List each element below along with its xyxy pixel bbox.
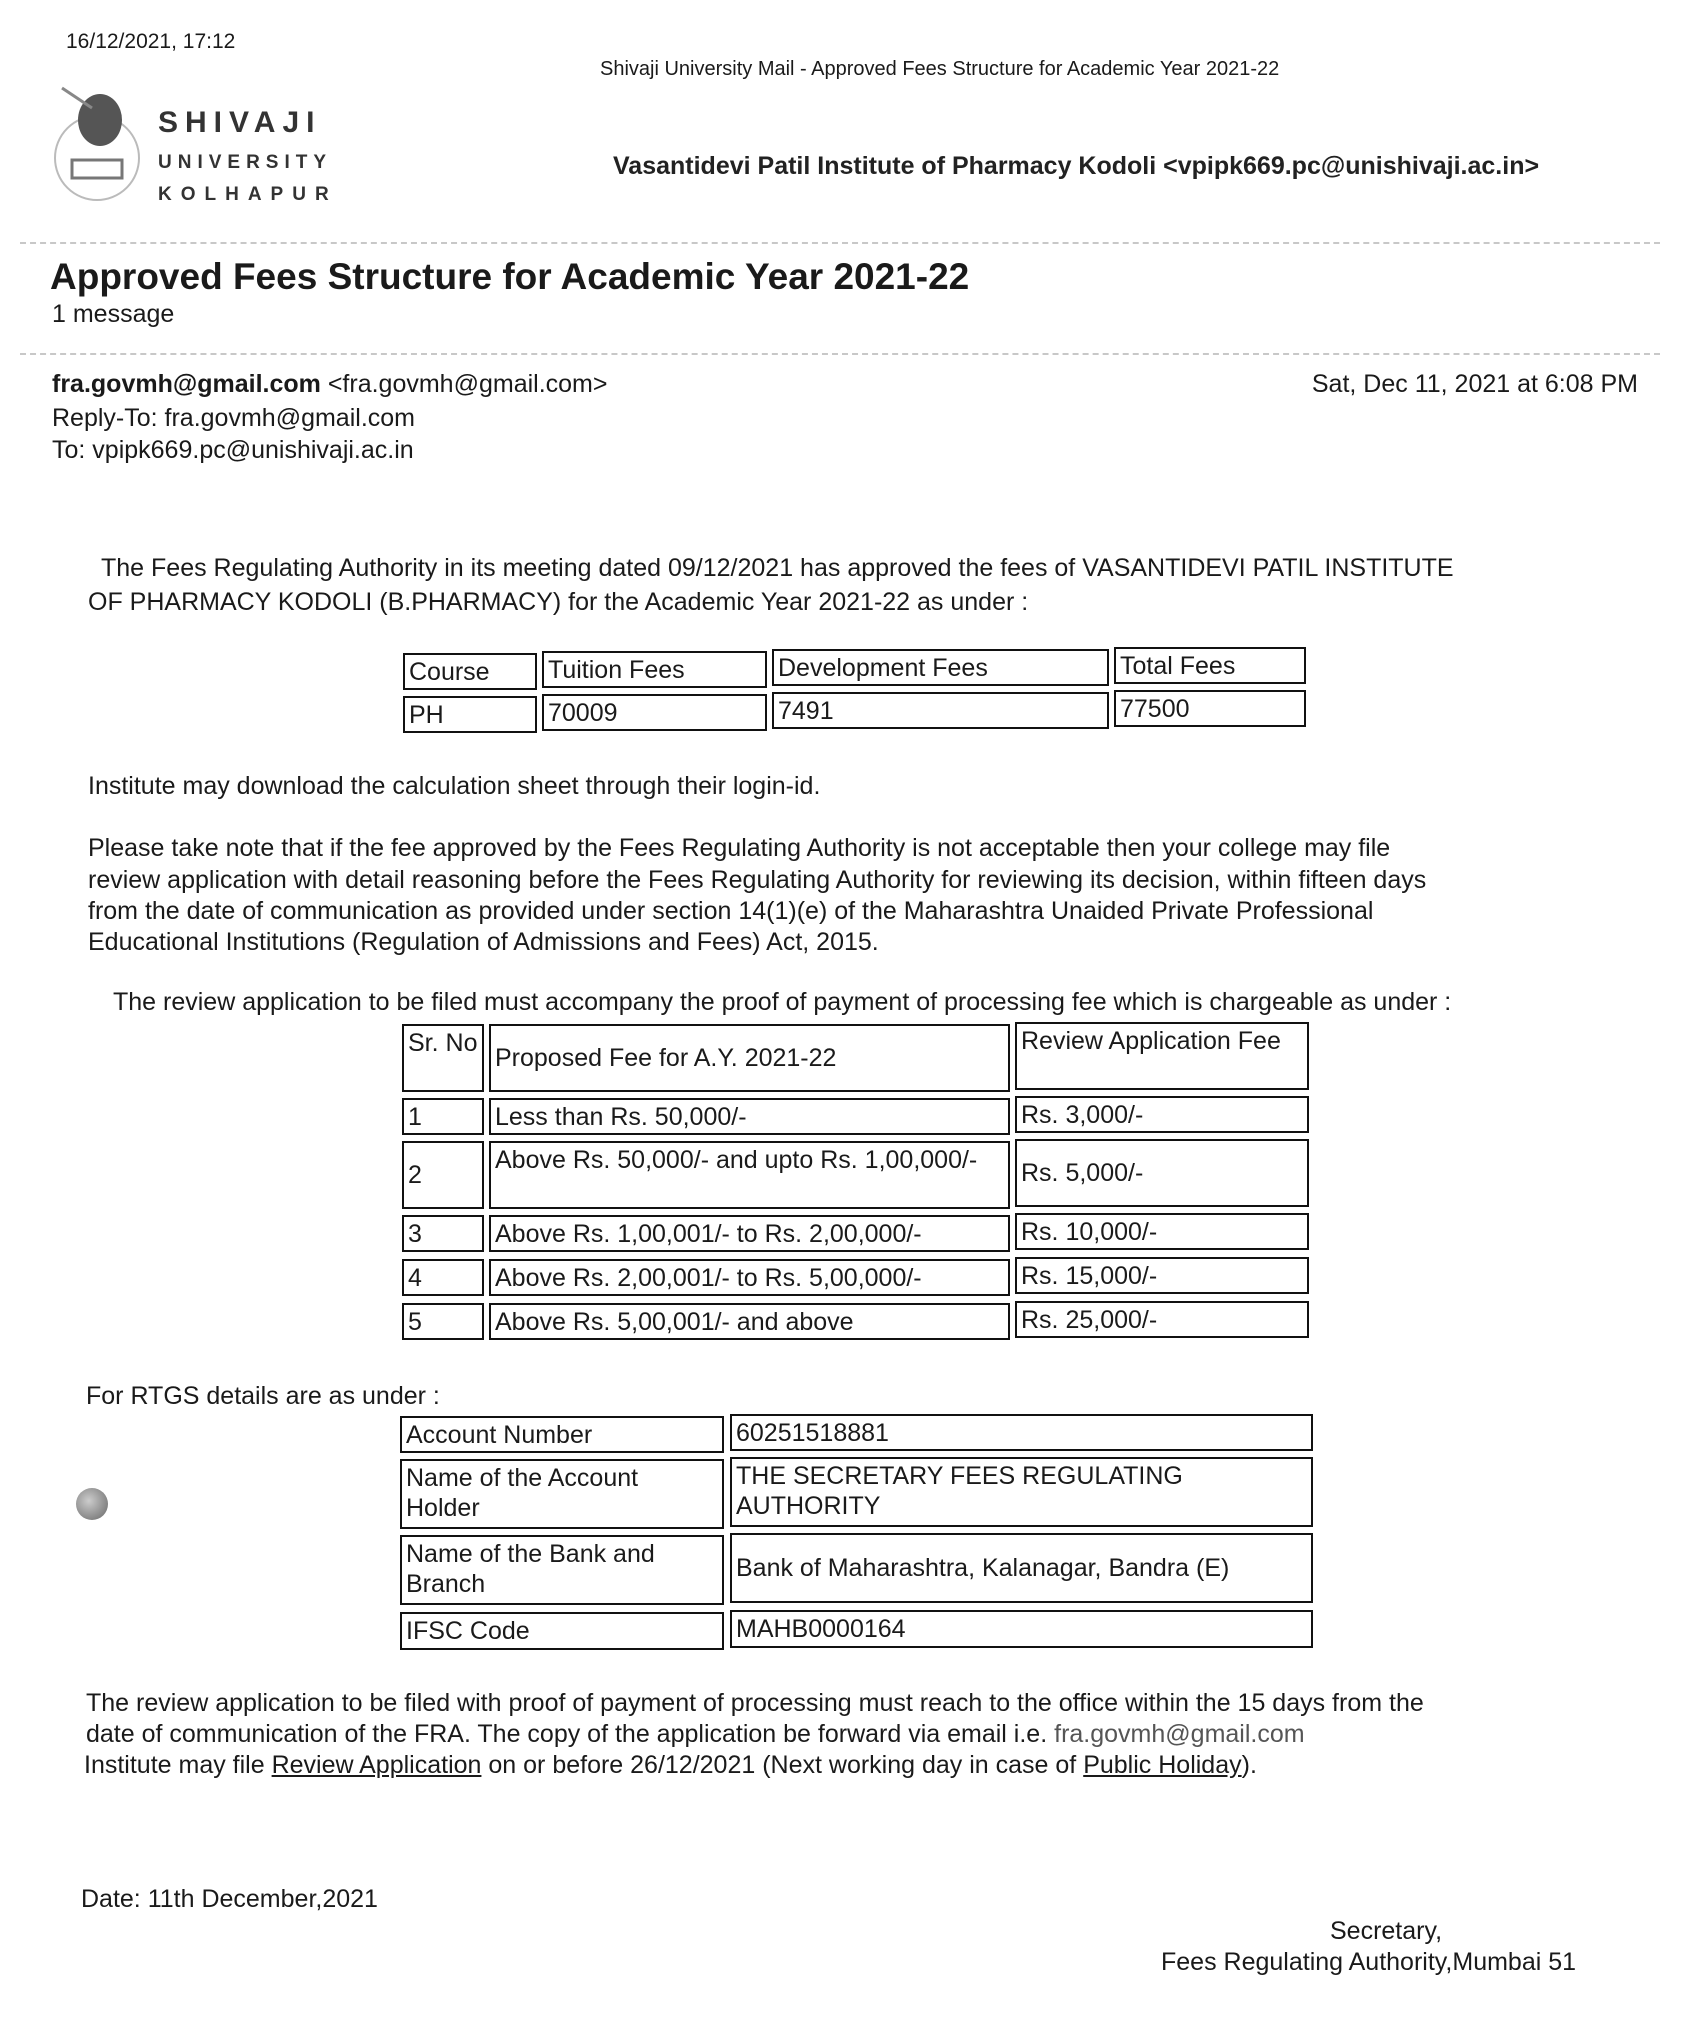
- sender-address: <fra.govmh@gmail.com>: [327, 370, 608, 398]
- reply-to: Reply-To: fra.govmh@gmail.com: [52, 404, 415, 432]
- university-logo: SHIVAJI UNIVERSITY KOLHAPUR: [42, 78, 352, 213]
- review-sr: 2: [402, 1141, 484, 1209]
- review-range: Less than Rs. 50,000/-: [489, 1098, 1010, 1135]
- rtgs-label: Name of the Account Holder: [400, 1459, 724, 1529]
- signatory-organisation: Fees Regulating Authority,Mumbai 51: [1161, 1948, 1577, 1976]
- rtgs-value: THE SECRETARY FEES REGULATING AUTHORITY: [730, 1457, 1313, 1527]
- rtgs-value: MAHB0000164: [730, 1610, 1313, 1648]
- hole-punch-mark: [76, 1488, 108, 1520]
- print-datetime: 16/12/2021, 17:12: [66, 30, 236, 53]
- review-application-link[interactable]: Review Application: [271, 1751, 482, 1779]
- letter-date: Date: 11th December,2021: [81, 1885, 378, 1913]
- rtgs-value: 60251518881: [730, 1414, 1313, 1451]
- public-holiday-link[interactable]: Public Holiday: [1083, 1751, 1242, 1779]
- para2-line4: Educational Institutions (Regulation of …: [88, 928, 879, 956]
- review-header-fee: Review Application Fee: [1015, 1022, 1309, 1090]
- download-note: Institute may download the calculation s…: [88, 772, 821, 800]
- review-range: Above Rs. 2,00,001/- to Rs. 5,00,000/-: [489, 1259, 1010, 1296]
- university-seal-icon: [54, 86, 140, 201]
- logo-line1: SHIVAJI: [158, 106, 322, 139]
- review-header-srno: Sr. No: [402, 1024, 484, 1092]
- para2-line2: review application with detail reasoning…: [88, 866, 1427, 894]
- review-fee: Rs. 10,000/-: [1015, 1213, 1309, 1250]
- sender: fra.govmh@gmail.com <fra.govmh@gmail.com…: [52, 370, 607, 399]
- fees-header-total: Total Fees: [1114, 647, 1306, 684]
- review-sr: 4: [402, 1259, 484, 1296]
- rtgs-intro: For RTGS details are as under :: [86, 1382, 440, 1410]
- fra-email-link[interactable]: fra.govmh@gmail.com: [1054, 1720, 1305, 1748]
- review-range: Above Rs. 50,000/- and upto Rs. 1,00,000…: [489, 1141, 1010, 1209]
- fees-header-course: Course: [403, 653, 537, 690]
- review-fee: Rs. 25,000/-: [1015, 1301, 1309, 1338]
- review-fee: Rs. 3,000/-: [1015, 1096, 1309, 1133]
- review-range: Above Rs. 5,00,001/- and above: [489, 1303, 1010, 1340]
- final-line2: date of communication of the FRA. The co…: [86, 1720, 1305, 1749]
- fees-course: PH: [403, 696, 537, 733]
- email-date: Sat, Dec 11, 2021 at 6:08 PM: [1311, 370, 1638, 398]
- logo-line2: UNIVERSITY: [158, 152, 333, 173]
- review-fee: Rs. 15,000/-: [1015, 1257, 1309, 1294]
- fees-development: 7491: [772, 692, 1109, 729]
- message-count: 1 message: [52, 300, 175, 328]
- fees-header-tuition: Tuition Fees: [542, 651, 767, 688]
- divider: [20, 353, 1660, 355]
- final-line3-text: ).: [1241, 1751, 1257, 1779]
- logo-line3: KOLHAPUR: [158, 184, 338, 205]
- para2-line3: from the date of communication as provid…: [88, 897, 1374, 925]
- email-subject: Approved Fees Structure for Academic Yea…: [50, 256, 970, 297]
- rtgs-label: IFSC Code: [400, 1612, 724, 1650]
- fees-header-development: Development Fees: [772, 649, 1109, 686]
- review-fee: Rs. 5,000/-: [1015, 1139, 1309, 1207]
- rtgs-value: Bank of Maharashtra, Kalanagar, Bandra (…: [730, 1533, 1313, 1603]
- divider: [20, 242, 1660, 244]
- account-header: Vasantidevi Patil Institute of Pharmacy …: [613, 152, 1540, 180]
- signatory-title: Secretary,: [1330, 1917, 1443, 1945]
- rtgs-label: Name of the Bank and Branch: [400, 1535, 724, 1605]
- rtgs-label: Account Number: [400, 1416, 724, 1453]
- review-header-proposed: Proposed Fee for A.Y. 2021-22: [489, 1024, 1010, 1092]
- para1-line1: The Fees Regulating Authority in its mee…: [101, 554, 1454, 582]
- review-sr: 3: [402, 1215, 484, 1252]
- para2-line1: Please take note that if the fee approve…: [88, 834, 1391, 862]
- fees-total: 77500: [1114, 690, 1306, 727]
- sender-name: fra.govmh@gmail.com: [52, 370, 321, 398]
- final-line1: The review application to be filed with …: [86, 1689, 1424, 1717]
- final-line3-text: on or before 26/12/2021 (Next working da…: [488, 1751, 1077, 1779]
- review-sr: 5: [402, 1303, 484, 1340]
- review-range: Above Rs. 1,00,001/- to Rs. 2,00,000/-: [489, 1215, 1010, 1252]
- mail-page-title: Shivaji University Mail - Approved Fees …: [600, 58, 1280, 80]
- para1-line2: OF PHARMACY KODOLI (B.PHARMACY) for the …: [88, 588, 1029, 616]
- final-line3-text: Institute may file: [84, 1751, 265, 1779]
- recipient: To: vpipk669.pc@unishivaji.ac.in: [52, 436, 414, 464]
- fees-tuition: 70009: [542, 694, 767, 731]
- review-sr: 1: [402, 1098, 484, 1135]
- final-line2-text: date of communication of the FRA. The co…: [86, 1720, 1048, 1748]
- review-intro: The review application to be filed must …: [113, 988, 1452, 1016]
- final-line3: Institute may file Review Application on…: [84, 1751, 1257, 1780]
